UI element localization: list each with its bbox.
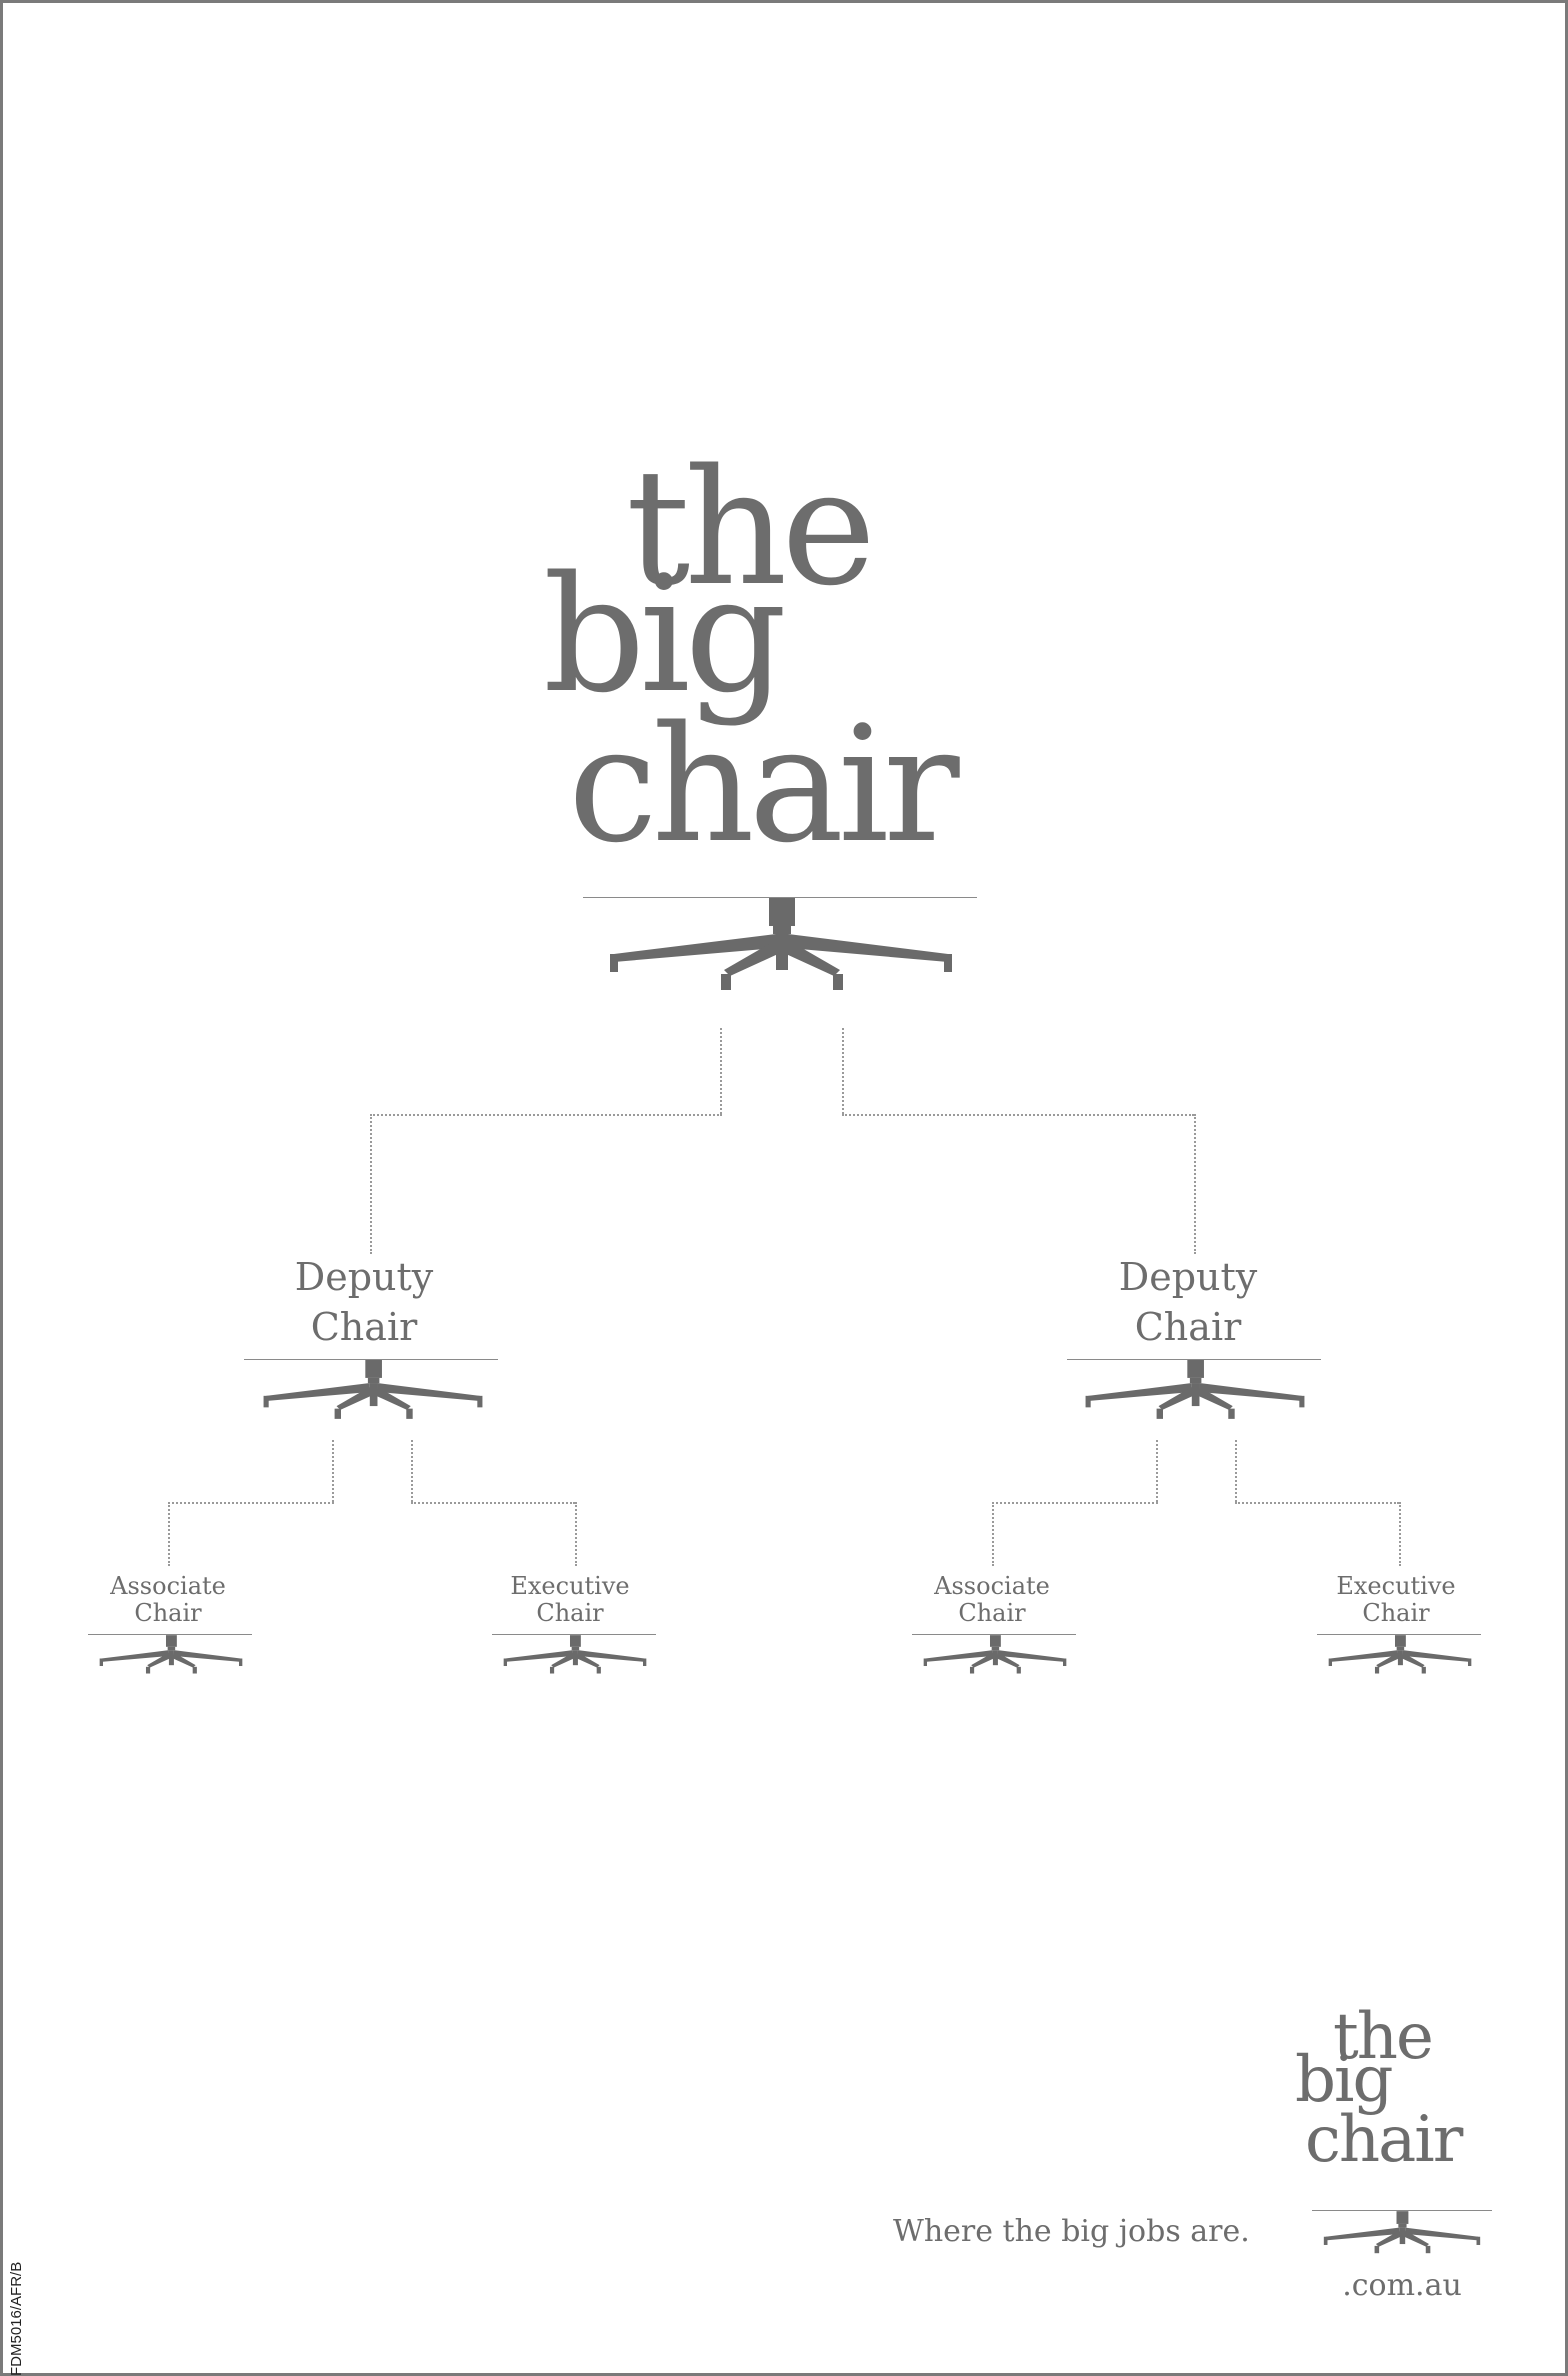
connector: [370, 1114, 372, 1254]
connector: [992, 1502, 1158, 1504]
deputy-chair-left-divider: [244, 1359, 498, 1360]
footer-logo-big: big: [1295, 2043, 1393, 2117]
chair-base-icon: [263, 1360, 483, 1419]
chair-base-icon: [1323, 2211, 1481, 2254]
footer-chair-divider: [1312, 2210, 1492, 2211]
executive-chair-right-line2: Chair: [1362, 1599, 1430, 1627]
connector: [168, 1502, 170, 1566]
connector: [1156, 1440, 1158, 1502]
deputy-chair-right-line2: Chair: [1134, 1305, 1242, 1349]
connector: [411, 1440, 413, 1502]
deputy-chair-right-line1: Deputy: [1118, 1255, 1258, 1299]
associate-chair-right-label: Associate Chair: [912, 1573, 1072, 1627]
main-chair-divider: [583, 897, 977, 898]
connector: [1235, 1502, 1399, 1504]
footer-domain: .com.au: [1342, 2268, 1462, 2303]
connector: [575, 1502, 577, 1566]
chair-base-icon: [1085, 1360, 1305, 1419]
associate-chair-left-line1: Associate: [110, 1572, 226, 1600]
chair-base-icon: [923, 1635, 1067, 1674]
deputy-chair-left-line2: Chair: [310, 1305, 418, 1349]
associate-chair-left-label: Associate Chair: [88, 1573, 248, 1627]
chair-base-icon: [610, 898, 952, 990]
executive-chair-left-divider: [492, 1634, 656, 1635]
tagline: Where the big jobs are.: [893, 2214, 1250, 2249]
executive-chair-right-line1: Executive: [1336, 1572, 1456, 1600]
connector: [842, 1114, 1194, 1116]
connector: [992, 1502, 994, 1566]
associate-chair-right-line2: Chair: [958, 1599, 1026, 1627]
executive-chair-right-divider: [1317, 1634, 1481, 1635]
connector: [370, 1114, 722, 1116]
deputy-chair-left-label: Deputy Chair: [264, 1252, 464, 1352]
connector: [1235, 1440, 1237, 1502]
executive-chair-right-label: Executive Chair: [1316, 1573, 1476, 1627]
associate-chair-left-divider: [88, 1634, 252, 1635]
executive-chair-left-line2: Chair: [536, 1599, 604, 1627]
side-code: FDM5016/AFR/B: [8, 2261, 25, 2376]
deputy-chair-right-divider: [1067, 1359, 1321, 1360]
connector: [720, 1028, 722, 1114]
footer-logo-chair: chair: [1305, 2103, 1463, 2177]
connector: [411, 1502, 575, 1504]
chair-base-icon: [1328, 1635, 1472, 1674]
associate-chair-right-line1: Associate: [934, 1572, 1050, 1600]
connector: [168, 1502, 334, 1504]
main-logo-the: the: [626, 434, 876, 621]
chair-base-icon: [99, 1635, 243, 1674]
chair-base-icon: [503, 1635, 647, 1674]
footer-logo-the: the: [1333, 2000, 1434, 2074]
associate-chair-right-divider: [912, 1634, 1076, 1635]
associate-chair-left-line2: Chair: [134, 1599, 202, 1627]
connector: [332, 1440, 334, 1502]
main-logo-chair: chair: [568, 691, 960, 878]
main-logo-big: big: [543, 541, 787, 728]
executive-chair-left-label: Executive Chair: [490, 1573, 650, 1627]
connector: [1194, 1114, 1196, 1254]
deputy-chair-left-line1: Deputy: [294, 1255, 434, 1299]
connector: [1399, 1502, 1401, 1566]
deputy-chair-right-label: Deputy Chair: [1088, 1252, 1288, 1352]
executive-chair-left-line1: Executive: [510, 1572, 630, 1600]
connector: [842, 1028, 844, 1114]
